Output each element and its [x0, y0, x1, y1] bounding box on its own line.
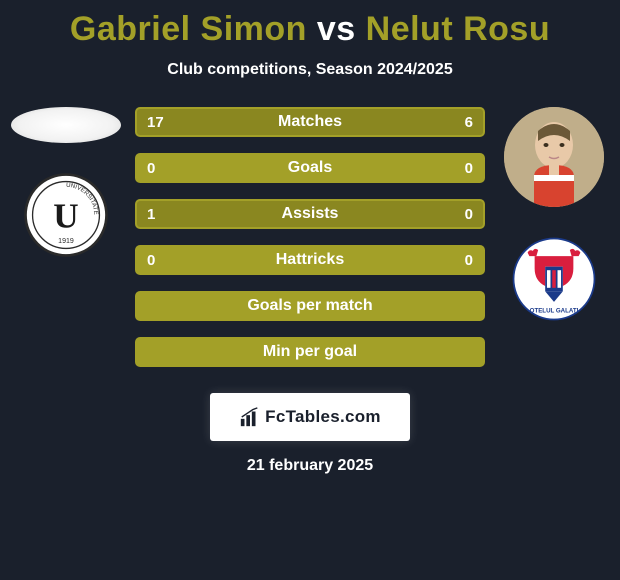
stat-value-left: 0 [147, 160, 155, 177]
stat-label: Matches [278, 113, 342, 131]
stat-row: 1 0 Assists [135, 199, 485, 229]
brand-badge: FcTables.com [210, 393, 410, 441]
stat-row: Min per goal [135, 337, 485, 367]
stat-label: Assists [282, 205, 339, 223]
stat-fill-left [137, 109, 393, 135]
stat-value-left: 0 [147, 252, 155, 269]
player1-avatar [11, 107, 121, 143]
stat-value-right: 0 [465, 252, 473, 269]
stat-value-left: 1 [147, 206, 155, 223]
svg-text:1919: 1919 [58, 238, 74, 245]
stat-row: 0 0 Goals [135, 153, 485, 183]
stat-label: Goals [288, 159, 332, 177]
stat-row: 17 6 Matches [135, 107, 485, 137]
stat-row: 0 0 Hattricks [135, 245, 485, 275]
stat-label: Min per goal [263, 343, 357, 361]
stats-bars: 17 6 Matches 0 0 Goals 1 0 Assists 0 0 Hattricks Goa… [135, 107, 485, 383]
vs-text: vs [317, 10, 356, 48]
player2-club-logo: OTELUL GALATI [510, 235, 598, 323]
stat-row: Goals per match [135, 291, 485, 321]
svg-text:U: U [53, 196, 78, 235]
stat-label: Hattricks [276, 251, 344, 269]
stat-value-right: 6 [465, 114, 473, 131]
comparison-content: U UNIVERSITATEA 1919 [0, 107, 620, 383]
player2-avatar [504, 107, 604, 207]
stat-value-right: 0 [465, 206, 473, 223]
subtitle: Club competitions, Season 2024/2025 [0, 61, 620, 79]
player1-name: Gabriel Simon [70, 10, 307, 48]
player1-club-logo: U UNIVERSITATEA 1919 [22, 171, 110, 259]
date-text: 21 february 2025 [0, 457, 620, 475]
svg-text:OTELUL GALATI: OTELUL GALATI [530, 307, 579, 314]
player2-name: Nelut Rosu [366, 10, 550, 48]
player2-column: OTELUL GALATI [494, 107, 614, 323]
brand-text: FcTables.com [265, 407, 381, 427]
stat-value-left: 17 [147, 114, 164, 131]
page-title: Gabriel Simon vs Nelut Rosu [0, 0, 620, 49]
stat-label: Goals per match [247, 297, 372, 315]
player1-column: U UNIVERSITATEA 1919 [6, 107, 126, 259]
stat-value-right: 0 [465, 160, 473, 177]
